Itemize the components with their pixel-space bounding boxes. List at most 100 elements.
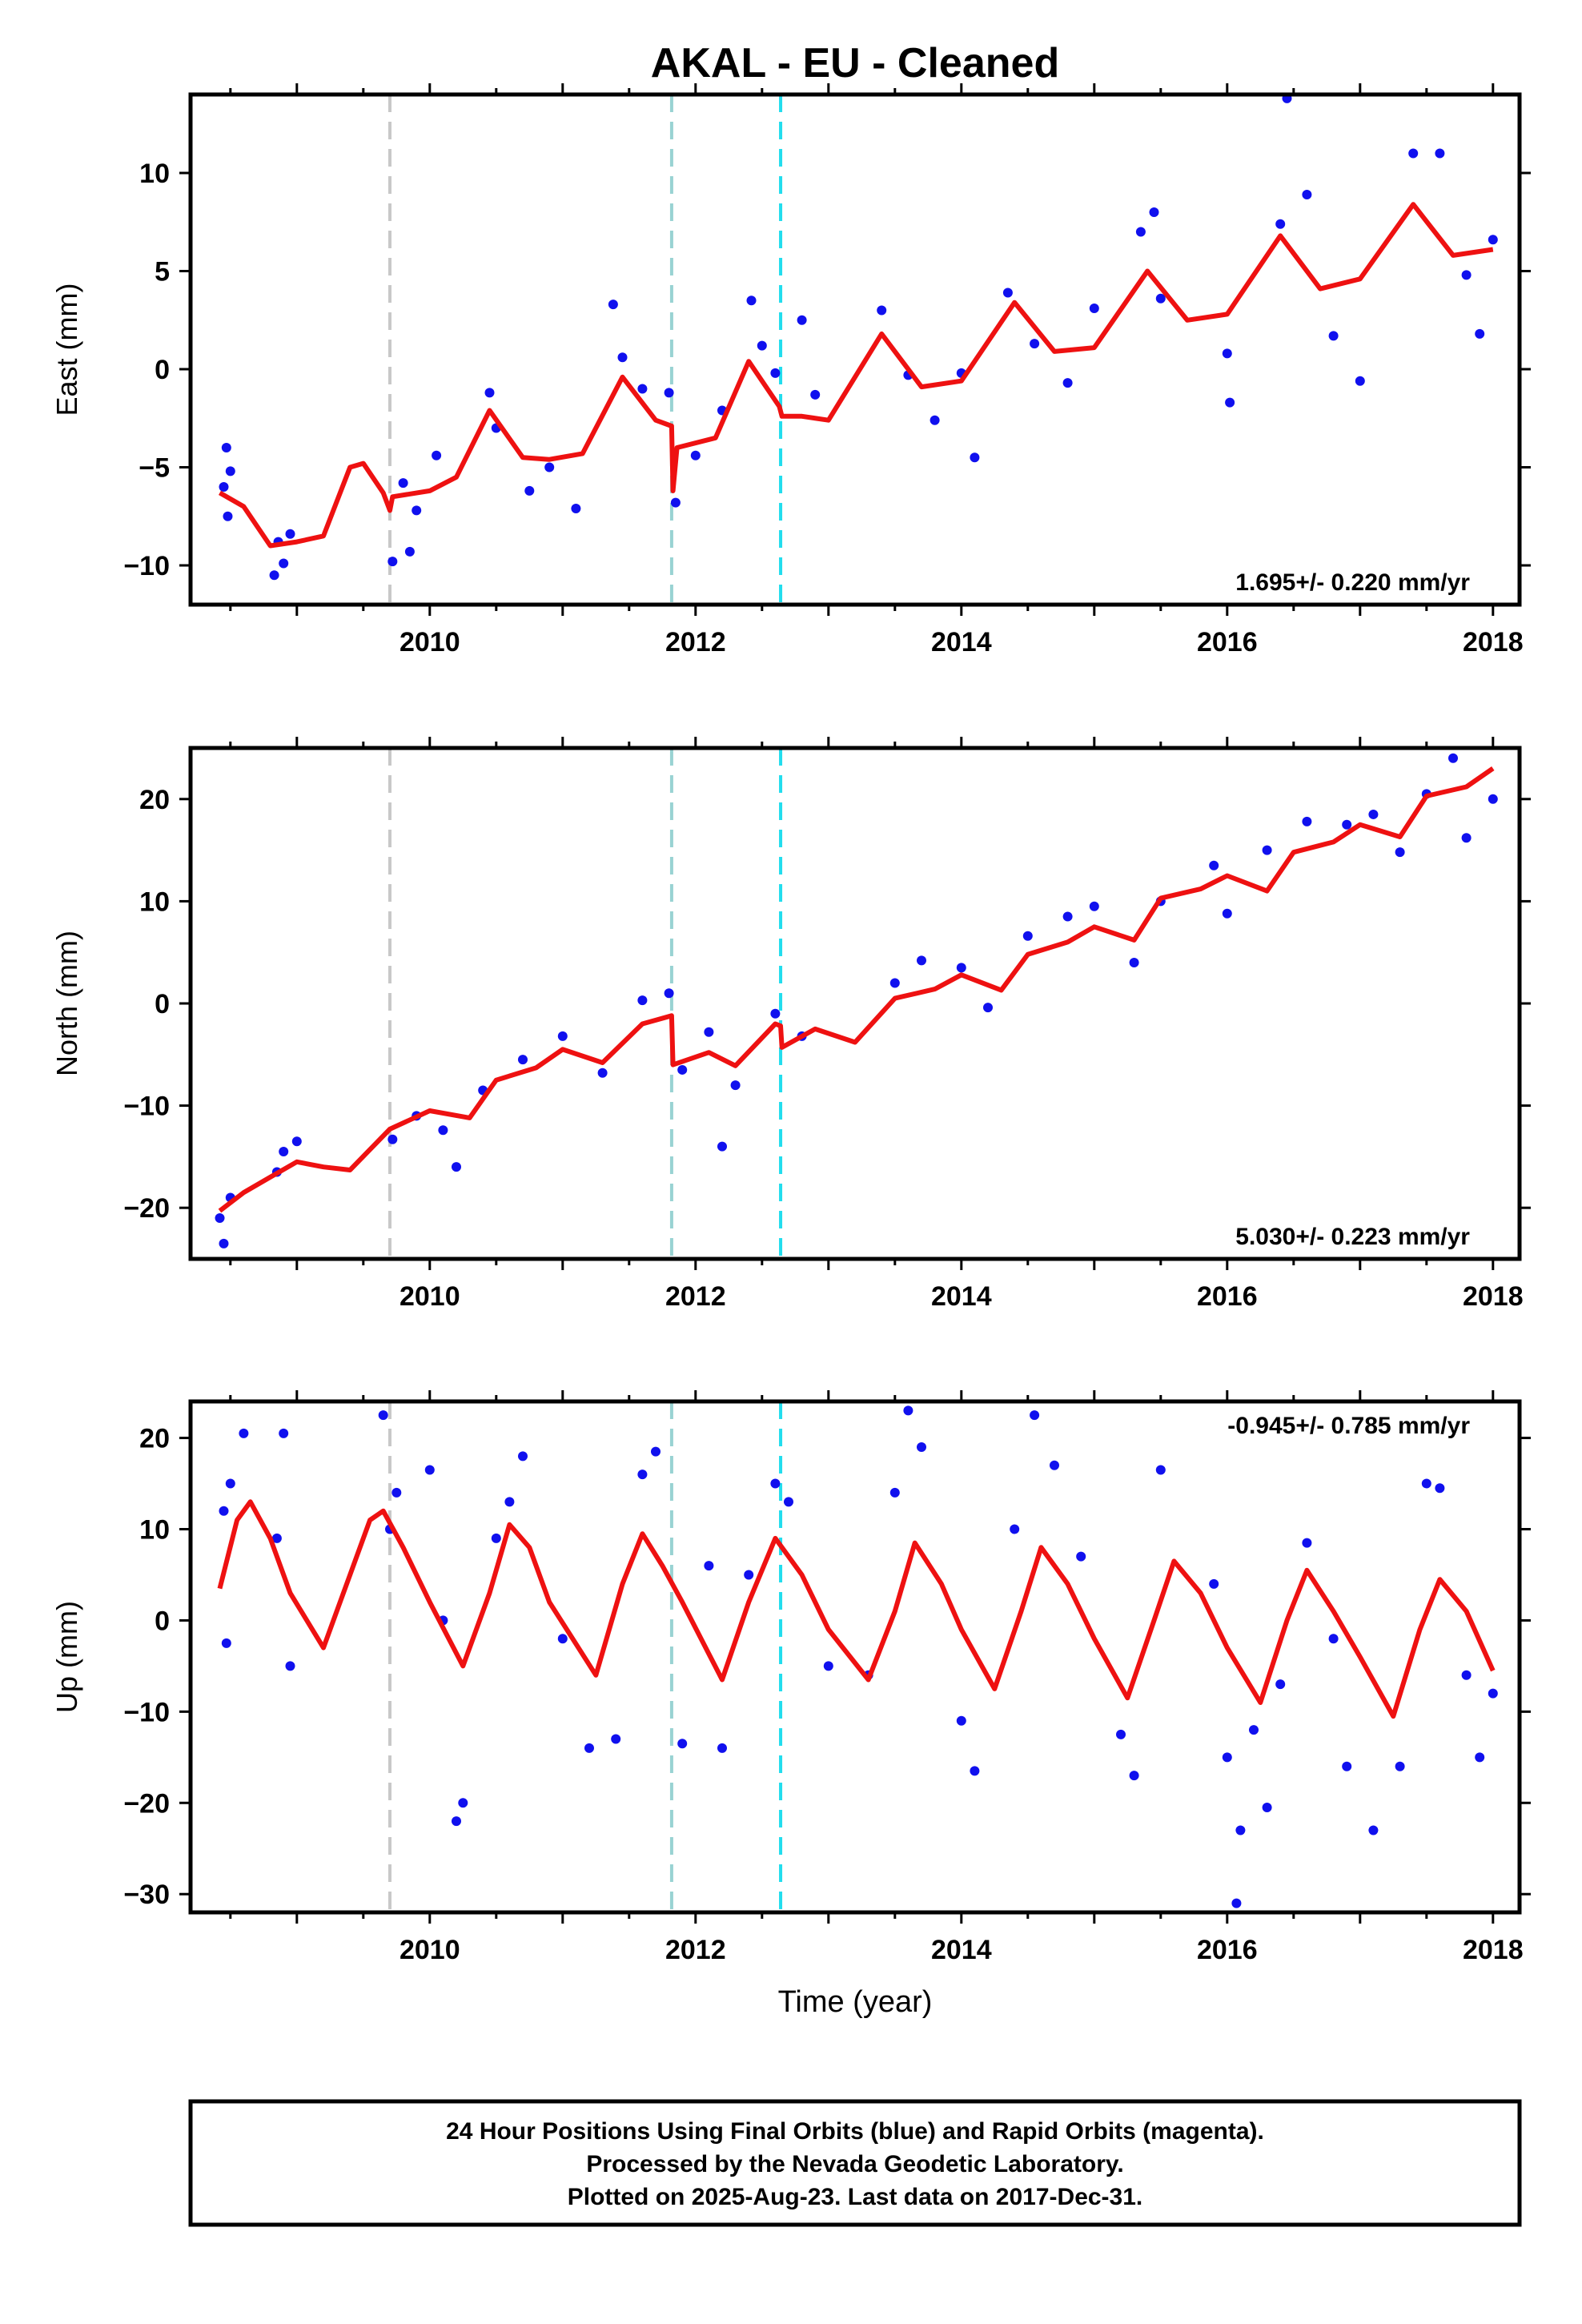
y-tick-label: −20: [123, 1788, 170, 1819]
data-point: [597, 1068, 608, 1078]
data-point: [219, 1506, 229, 1516]
data-point: [1225, 397, 1235, 408]
y-tick-label: −30: [123, 1880, 170, 1910]
data-point: [398, 478, 408, 489]
x-tick-label: 2010: [400, 627, 460, 657]
y-axis-label: Up (mm): [50, 1601, 83, 1713]
data-point: [391, 1487, 402, 1498]
panel-3: 2010 2012 2014 2016 2018 −30 −20 −10 0 10 20 Up (mm…: [50, 1390, 1531, 1965]
data-point: [584, 1743, 594, 1753]
x-tick-label: 2016: [1197, 1281, 1258, 1312]
data-point: [504, 1497, 515, 1507]
data-point: [1342, 819, 1352, 830]
data-point: [1275, 219, 1286, 229]
data-point: [1328, 331, 1339, 341]
data-point: [1461, 270, 1472, 280]
model-curve: [219, 202, 1494, 549]
data-point: [1475, 328, 1485, 339]
data-point: [291, 1136, 302, 1147]
x-tick-label: 2010: [400, 1935, 460, 1965]
y-tick-label: −20: [123, 1193, 170, 1224]
data-point: [1368, 1825, 1379, 1835]
data-point: [1395, 847, 1405, 858]
data-point: [279, 1428, 289, 1438]
data-point: [1222, 1752, 1232, 1763]
data-point: [1395, 1761, 1405, 1771]
x-tick-label: 2012: [665, 1935, 726, 1965]
data-point: [784, 1497, 793, 1507]
y-tick-label: −10: [123, 1697, 170, 1727]
data-point: [746, 296, 757, 306]
x-tick-label: 2012: [665, 1281, 726, 1312]
footer-line-2: Processed by the Nevada Geodetic Laborat…: [586, 2151, 1123, 2177]
y-tick-label: 20: [139, 1424, 170, 1454]
data-point: [757, 340, 767, 351]
data-point: [1030, 1410, 1040, 1421]
data-point: [704, 1561, 714, 1571]
data-point: [518, 1451, 528, 1462]
data-point: [1448, 753, 1458, 763]
data-point: [285, 1661, 295, 1671]
data-point: [1302, 816, 1312, 826]
data-point: [452, 1816, 461, 1827]
y-axis-label: North (mm): [50, 931, 83, 1076]
data-point: [1488, 1688, 1498, 1699]
data-point: [730, 1080, 741, 1091]
rate-label: 1.695+/- 0.220 mm/yr: [1235, 569, 1470, 596]
data-point: [1461, 833, 1472, 843]
data-point: [1231, 1898, 1242, 1908]
data-point: [225, 466, 235, 476]
rate-label: 5.030+/- 0.223 mm/yr: [1235, 1224, 1470, 1250]
data-point: [770, 368, 781, 378]
data-point: [424, 1465, 435, 1475]
data-point: [1222, 348, 1232, 359]
x-tick-label: 2016: [1197, 627, 1258, 657]
data-point: [219, 482, 229, 492]
data-point: [378, 1410, 388, 1421]
data-point: [544, 462, 555, 472]
data-point: [484, 388, 495, 398]
data-point: [1062, 378, 1073, 388]
model-curve: [217, 1499, 1496, 1719]
data-point: [917, 1441, 926, 1452]
data-point: [1129, 957, 1139, 967]
data-point: [571, 503, 581, 513]
data-point: [770, 1478, 781, 1489]
x-tick-label: 2016: [1197, 1935, 1258, 1965]
x-tick-label: 2018: [1463, 1935, 1524, 1965]
data-point: [452, 1162, 461, 1172]
data-point: [1129, 1771, 1139, 1781]
y-tick-label: 10: [139, 1515, 170, 1546]
data-point: [1488, 794, 1498, 804]
plot-frame: [188, 1399, 1522, 1915]
data-point: [221, 443, 231, 452]
data-point: [219, 1238, 229, 1248]
data-point: [608, 300, 618, 310]
data-point: [1135, 227, 1146, 237]
data-point: [491, 1533, 501, 1543]
data-point: [1435, 148, 1445, 159]
data-point: [269, 570, 279, 581]
data-point: [810, 389, 821, 400]
data-point: [1421, 1478, 1431, 1489]
model-curve: [218, 766, 1495, 1213]
x-tick-label: 2012: [665, 627, 726, 657]
data-point: [1155, 1465, 1166, 1475]
data-point: [1328, 1634, 1339, 1644]
y-tick-label: 20: [139, 785, 170, 815]
data-point: [1475, 1752, 1485, 1763]
x-axis-label: Time (year): [778, 1985, 933, 2019]
data-point: [239, 1428, 249, 1438]
data-point: [956, 1715, 966, 1726]
data-point: [271, 1533, 282, 1543]
x-tick-label: 2018: [1463, 627, 1524, 657]
data-point: [1355, 376, 1365, 386]
data-point: [458, 1798, 468, 1808]
x-tick-label: 2014: [931, 1281, 992, 1312]
data-point: [1209, 1578, 1219, 1589]
data-point: [637, 995, 648, 1006]
data-point: [1235, 1825, 1246, 1835]
data-point: [1262, 1802, 1272, 1812]
x-tick-label: 2018: [1463, 1281, 1524, 1312]
x-tick-label: 2010: [400, 1281, 460, 1312]
